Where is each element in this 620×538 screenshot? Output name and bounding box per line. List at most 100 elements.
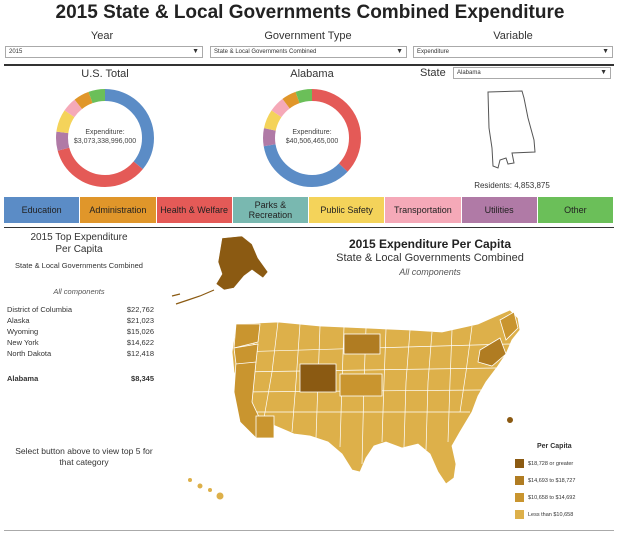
legend-item: $18,728 or greater xyxy=(515,455,615,472)
us-choropleth-map[interactable] xyxy=(160,232,540,532)
top5-value: $22,762 xyxy=(126,305,154,314)
top5-hint: Select button above to view top 5 for th… xyxy=(15,446,153,467)
variable-filter-label: Variable xyxy=(493,30,533,42)
alaska-islands xyxy=(171,289,215,305)
us-total-donut-label: Expenditure: $3,073,338,996,000 xyxy=(52,128,158,146)
page-title: 2015 State & Local Governments Combined … xyxy=(55,2,565,23)
state-nebraska[interactable] xyxy=(339,373,383,397)
category-button-utilities[interactable]: Utilities xyxy=(461,197,538,223)
category-button-public-safety[interactable]: Public Safety xyxy=(309,197,386,223)
top5-state: Alaska xyxy=(7,316,30,325)
list-item: District of Columbia $22,762 xyxy=(4,304,154,315)
state-hawaii[interactable] xyxy=(188,478,224,500)
residents-count: Residents: 4,853,875 xyxy=(474,181,550,190)
chevron-down-icon: ▼ xyxy=(602,48,609,55)
legend-item: $10,658 to $14,692 xyxy=(515,489,615,506)
top5-value: $14,622 xyxy=(126,338,154,347)
legend-title: Per Capita xyxy=(537,443,572,450)
top5-filter: All components xyxy=(53,287,105,296)
state-north-dakota[interactable] xyxy=(343,333,381,355)
legend-swatch xyxy=(515,459,524,468)
state-wyoming[interactable] xyxy=(299,363,337,393)
state-alaska[interactable] xyxy=(215,235,269,291)
category-button-bar: Education Administration Health & Welfare P… xyxy=(4,197,614,223)
legend-label: $14,693 to $18,727 xyxy=(528,477,576,484)
top5-selected-row: Alabama $8,345 xyxy=(4,373,154,384)
state-donut-value: $40,506,465,000 xyxy=(285,138,339,145)
gov-type-select[interactable]: State & Local Governments Combined ▼ xyxy=(210,46,407,58)
us-total-label: U.S. Total xyxy=(81,68,129,80)
category-button-other[interactable]: Other xyxy=(537,197,614,223)
top5-panel: 2015 Top Expenditure Per Capita State & … xyxy=(4,232,154,384)
legend-item: $14,693 to $18,727 xyxy=(515,472,615,489)
top5-state: New York xyxy=(7,338,39,347)
state-donut-text: Expenditure: $40,506,465,000 xyxy=(259,128,365,146)
legend-swatch xyxy=(515,510,524,519)
map-filter: All components xyxy=(399,267,461,277)
legend-swatch xyxy=(515,476,524,485)
state-donut-utilities[interactable] xyxy=(263,89,361,187)
chevron-down-icon: ▼ xyxy=(192,48,199,55)
state-district-of-columbia[interactable] xyxy=(507,417,513,423)
legend-item: Less than $10,658 xyxy=(515,506,615,523)
variable-select[interactable]: Expenditure ▼ xyxy=(413,46,613,58)
state-donut-label: Alabama xyxy=(290,68,334,80)
state-donut-education[interactable] xyxy=(263,89,361,187)
state-donut-other[interactable] xyxy=(263,89,361,187)
top5-title: 2015 Top Expenditure Per Capita xyxy=(30,232,128,255)
us-total-caption: Expenditure: xyxy=(85,129,125,136)
legend-label: Less than $10,658 xyxy=(528,511,574,518)
chevron-down-icon: ▼ xyxy=(600,69,607,76)
top5-selected-value: $8,345 xyxy=(131,374,154,383)
us-total-value: $3,073,338,996,000 xyxy=(73,138,137,145)
list-item: North Dakota $12,418 xyxy=(4,348,154,359)
top5-subtitle: State & Local Governments Combined xyxy=(15,261,143,270)
us-donut-utilities[interactable] xyxy=(56,89,154,187)
map-subtitle: State & Local Governments Combined xyxy=(336,252,524,264)
state-select-value: Alabama xyxy=(457,70,481,76)
category-button-health-welfare[interactable]: Health & Welfare xyxy=(156,197,233,223)
category-button-parks-recreation[interactable]: Parks & Recreation xyxy=(232,197,309,223)
legend-rows: $18,728 or greater $14,693 to $18,727 $10,… xyxy=(515,455,615,523)
chevron-down-icon: ▼ xyxy=(396,48,403,55)
state-outline-map xyxy=(487,90,536,169)
top5-state: District of Columbia xyxy=(7,305,73,314)
state-oregon[interactable] xyxy=(233,343,259,365)
state-donut-caption: Expenditure: xyxy=(292,129,332,136)
state-nevada[interactable] xyxy=(255,415,275,439)
state-select-label: State xyxy=(420,67,446,79)
year-select[interactable]: 2015 ▼ xyxy=(5,46,203,58)
gov-type-filter-label: Government Type xyxy=(264,30,352,42)
year-select-value: 2015 xyxy=(9,49,23,55)
top5-selected-state: Alabama xyxy=(7,374,39,383)
top5-state: Wyoming xyxy=(7,327,39,336)
state-new-england[interactable] xyxy=(499,311,519,341)
state-washington[interactable] xyxy=(233,323,261,349)
map-title: 2015 Expenditure Per Capita xyxy=(348,237,512,251)
legend-label: $10,658 to $14,692 xyxy=(528,494,576,501)
top5-value: $15,026 xyxy=(126,327,154,336)
state-select[interactable]: Alabama ▼ xyxy=(453,67,611,79)
top5-value: $12,418 xyxy=(126,349,154,358)
list-item: Alaska $21,023 xyxy=(4,315,154,326)
us-donut-health-welfare[interactable] xyxy=(56,89,154,187)
legend-swatch xyxy=(515,493,524,502)
category-button-education[interactable]: Education xyxy=(4,197,81,223)
bottom-divider xyxy=(4,530,614,531)
list-item: Wyoming $15,026 xyxy=(4,326,154,337)
category-button-transportation[interactable]: Transportation xyxy=(385,197,462,223)
state-new-york[interactable] xyxy=(477,337,507,367)
middle-divider xyxy=(4,227,614,228)
category-button-administration[interactable]: Administration xyxy=(80,197,157,223)
top5-list: District of Columbia $22,762 Alaska $21,023… xyxy=(4,304,154,359)
top5-value: $21,023 xyxy=(126,316,154,325)
top-divider xyxy=(4,64,614,66)
us-donut-other[interactable] xyxy=(56,89,154,187)
top5-state: North Dakota xyxy=(7,349,52,358)
legend-label: $18,728 or greater xyxy=(528,460,574,467)
us-total-donut[interactable] xyxy=(50,83,160,193)
state-donut[interactable] xyxy=(257,83,367,193)
list-item: New York $14,622 xyxy=(4,337,154,348)
year-filter-label: Year xyxy=(90,30,114,42)
variable-select-value: Expenditure xyxy=(417,49,450,55)
